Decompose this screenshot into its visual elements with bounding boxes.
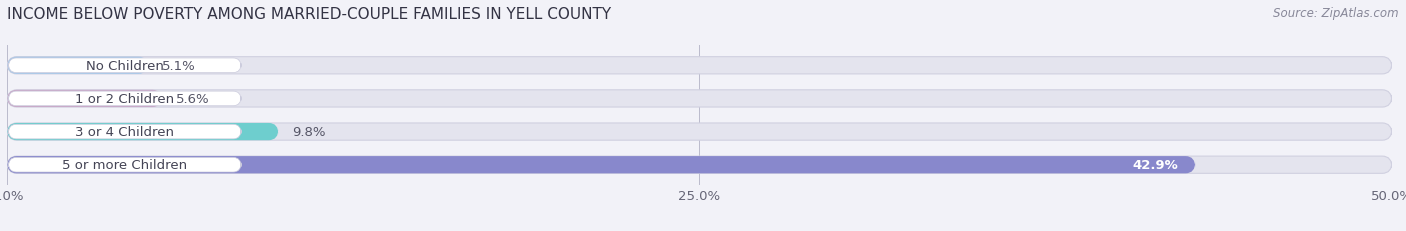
FancyBboxPatch shape bbox=[7, 123, 278, 141]
FancyBboxPatch shape bbox=[8, 125, 240, 139]
Text: 9.8%: 9.8% bbox=[292, 125, 326, 138]
FancyBboxPatch shape bbox=[7, 58, 1392, 75]
Text: 5.1%: 5.1% bbox=[162, 60, 195, 73]
FancyBboxPatch shape bbox=[7, 156, 1195, 173]
FancyBboxPatch shape bbox=[7, 58, 148, 75]
Text: INCOME BELOW POVERTY AMONG MARRIED-COUPLE FAMILIES IN YELL COUNTY: INCOME BELOW POVERTY AMONG MARRIED-COUPL… bbox=[7, 7, 612, 22]
Text: 3 or 4 Children: 3 or 4 Children bbox=[76, 125, 174, 138]
FancyBboxPatch shape bbox=[7, 156, 1392, 173]
Text: No Children: No Children bbox=[86, 60, 163, 73]
FancyBboxPatch shape bbox=[7, 123, 1392, 141]
Text: Source: ZipAtlas.com: Source: ZipAtlas.com bbox=[1274, 7, 1399, 20]
FancyBboxPatch shape bbox=[8, 59, 240, 73]
FancyBboxPatch shape bbox=[7, 90, 162, 108]
FancyBboxPatch shape bbox=[8, 92, 240, 106]
Text: 5.6%: 5.6% bbox=[176, 93, 209, 106]
Text: 42.9%: 42.9% bbox=[1133, 158, 1178, 171]
FancyBboxPatch shape bbox=[7, 90, 1392, 108]
FancyBboxPatch shape bbox=[8, 158, 240, 172]
Text: 5 or more Children: 5 or more Children bbox=[62, 158, 187, 171]
Text: 1 or 2 Children: 1 or 2 Children bbox=[75, 93, 174, 106]
